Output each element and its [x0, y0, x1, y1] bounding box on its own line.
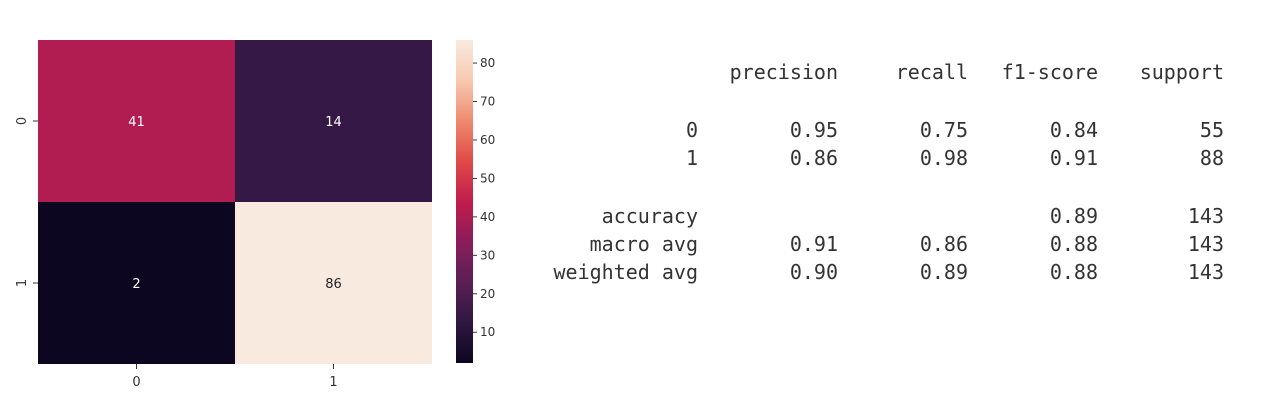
colorbar-tick-label-4: 50	[480, 171, 495, 185]
heatmap-cell-0-1	[235, 40, 432, 202]
report-cell: 0.98	[919, 146, 968, 170]
report-cell: 0.88	[1049, 260, 1098, 284]
report-cell: 0.91	[789, 232, 838, 256]
report-row-label: macro avg	[589, 232, 698, 256]
report-row: accuracy 0.89 143	[520, 204, 1240, 232]
report-header-row: precision recall f1-score support	[520, 60, 1240, 88]
report-row	[520, 174, 1240, 202]
heatmap-cell-1-1	[235, 202, 432, 364]
report-row: macro avg 0.91 0.86 0.88 143	[520, 232, 1240, 260]
report-cell: 0.86	[789, 146, 838, 170]
colorbar-tick-label-6: 70	[480, 95, 495, 109]
heatmap-cell-1-0	[38, 202, 235, 364]
report-column-header: support	[1139, 60, 1224, 84]
colorbar-tick-label-3: 40	[480, 210, 495, 224]
report-cell: 0.89	[919, 260, 968, 284]
report-cell: 0.84	[1049, 118, 1098, 142]
heatmap-axes: 0 1 0 1	[15, 117, 338, 390]
y-tick-label-1: 1	[15, 279, 30, 287]
heatmap-cell-0-0	[38, 40, 235, 202]
report-cell: 143	[1187, 260, 1224, 284]
report-cell: 0.86	[919, 232, 968, 256]
cell-annotation-1-0: 2	[132, 277, 140, 292]
x-tick-label-1: 1	[329, 375, 337, 390]
heatmap-cells	[38, 40, 432, 364]
report-row: weighted avg 0.90 0.89 0.88 143	[520, 260, 1240, 288]
colorbar: 10 20 30 40 50 60 70 80	[456, 40, 495, 363]
report-column-header: recall	[895, 60, 968, 84]
report-cell: 0.90	[789, 260, 838, 284]
cell-annotation-1-1: 86	[325, 277, 342, 292]
cell-annotation-0-1: 14	[325, 115, 342, 130]
report-row: 0 0.95 0.75 0.84 55	[520, 118, 1240, 146]
colorbar-tick-label-5: 60	[480, 133, 495, 147]
report-column-header: f1-score	[1001, 60, 1098, 84]
report-cell: 0.75	[919, 118, 968, 142]
report-row-label: accuracy	[601, 204, 698, 228]
cell-annotation-0-0: 41	[128, 115, 145, 130]
report-row-label: 1	[685, 146, 698, 170]
report-cell: 55	[1199, 118, 1224, 142]
colorbar-tick-label-1: 20	[480, 287, 495, 301]
colorbar-tick-label-7: 80	[480, 56, 495, 70]
heatmap-annotations: 41 14 2 86	[128, 115, 342, 292]
report-cell: 0.88	[1049, 232, 1098, 256]
report-cell: 88	[1199, 146, 1224, 170]
colorbar-tick-label-2: 30	[480, 248, 495, 262]
report-cell: 0.95	[789, 118, 838, 142]
y-tick-label-0: 0	[15, 117, 30, 125]
report-row-label: 0	[685, 118, 698, 142]
x-tick-label-0: 0	[132, 375, 140, 390]
report-column-header: precision	[729, 60, 838, 84]
colorbar-gradient	[456, 40, 473, 363]
report-cell: 143	[1187, 204, 1224, 228]
report-cell: 0.89	[1049, 204, 1098, 228]
report-row-label: weighted avg	[553, 260, 699, 284]
colorbar-tick-label-0: 10	[480, 325, 495, 339]
report-cell: 0.91	[1049, 146, 1098, 170]
report-row: 1 0.86 0.98 0.91 88	[520, 146, 1240, 174]
report-cell: 143	[1187, 232, 1224, 256]
